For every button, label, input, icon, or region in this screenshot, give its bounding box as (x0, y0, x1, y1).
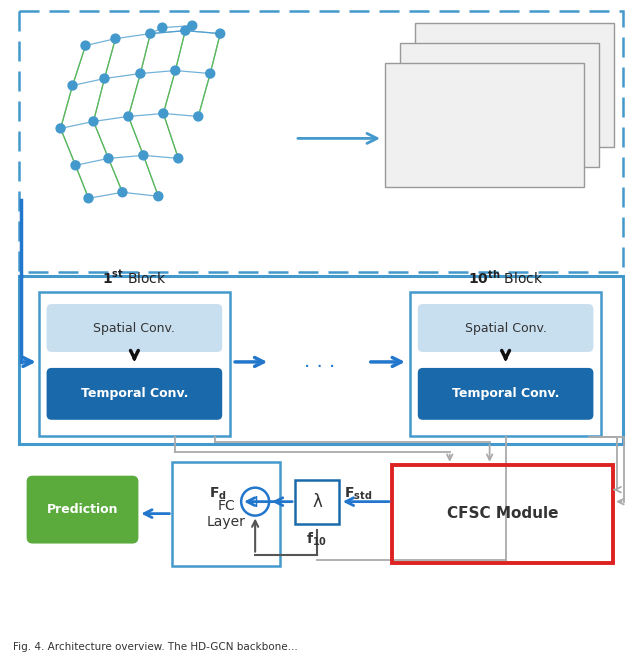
Circle shape (56, 124, 65, 133)
Text: $\mathbf{F_d}$: $\mathbf{F_d}$ (209, 486, 227, 502)
Circle shape (154, 192, 163, 201)
Bar (19, 276, 623, 444)
Bar (385, 63, 584, 187)
FancyBboxPatch shape (47, 304, 222, 352)
Text: Temporal Conv.: Temporal Conv. (452, 387, 559, 401)
Circle shape (81, 41, 90, 50)
Circle shape (71, 161, 80, 170)
Bar (172, 462, 280, 565)
Circle shape (68, 81, 77, 90)
Bar (400, 43, 600, 167)
Circle shape (89, 117, 98, 126)
Text: $\mathbf{F_{std}}$: $\mathbf{F_{std}}$ (344, 486, 372, 502)
Text: $\mathbf{10^{th}}$ Block: $\mathbf{10^{th}}$ Block (468, 269, 543, 287)
Circle shape (124, 112, 133, 121)
Circle shape (216, 29, 225, 38)
FancyBboxPatch shape (418, 304, 593, 352)
Text: Temporal Conv.: Temporal Conv. (81, 387, 188, 401)
Circle shape (139, 151, 148, 160)
Bar (392, 465, 613, 563)
Circle shape (181, 26, 190, 35)
Circle shape (136, 69, 145, 78)
Circle shape (188, 21, 196, 30)
Text: FC
Layer: FC Layer (207, 498, 246, 529)
Circle shape (174, 154, 183, 163)
Bar (295, 480, 339, 524)
Circle shape (146, 29, 155, 38)
Bar (38, 292, 230, 436)
Text: Fig. 4. Architecture overview. The HD-GCN backbone...: Fig. 4. Architecture overview. The HD-GC… (13, 643, 298, 652)
Text: $\mathbf{f_{10}}$: $\mathbf{f_{10}}$ (307, 531, 328, 548)
Text: CFSC Module: CFSC Module (447, 506, 558, 521)
Circle shape (205, 69, 215, 78)
Circle shape (171, 66, 180, 75)
Bar (415, 22, 614, 148)
Circle shape (158, 23, 167, 32)
FancyBboxPatch shape (27, 476, 138, 544)
Circle shape (104, 154, 113, 163)
Text: . . .: . . . (305, 353, 335, 372)
Text: Spatial Conv.: Spatial Conv. (93, 322, 175, 335)
Text: $\mathbf{1^{st}}$ Block: $\mathbf{1^{st}}$ Block (102, 270, 166, 287)
Circle shape (118, 188, 127, 197)
Circle shape (194, 112, 203, 121)
Circle shape (111, 34, 120, 43)
FancyBboxPatch shape (418, 368, 593, 420)
Text: +: + (248, 493, 262, 511)
Circle shape (100, 74, 109, 83)
Circle shape (159, 109, 168, 118)
Text: Spatial Conv.: Spatial Conv. (465, 322, 547, 335)
Text: Prediction: Prediction (47, 503, 118, 516)
Bar (410, 292, 602, 436)
FancyBboxPatch shape (47, 368, 222, 420)
Text: λ: λ (312, 493, 322, 511)
Circle shape (84, 194, 93, 203)
Bar (19, 11, 623, 272)
